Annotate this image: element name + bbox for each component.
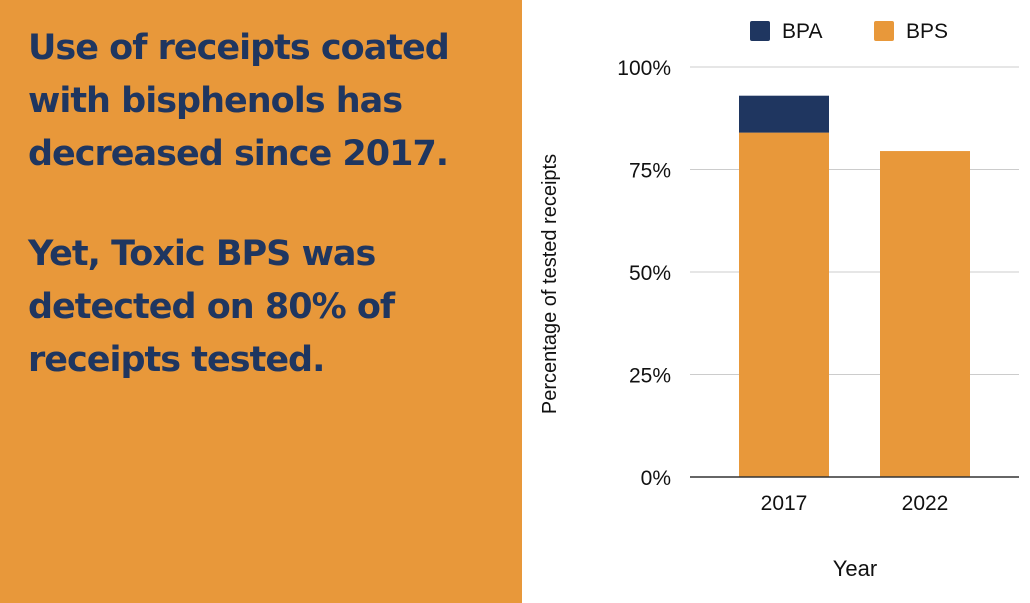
bar-bpa-2017 [739,95,829,133]
y-tick-label: 75% [629,160,671,183]
y-tick-label: 25% [629,365,671,388]
x-tick-labels: 2017 2022 [761,492,949,515]
y-tick-label: 100% [617,57,671,80]
legend-swatch-bpa [750,21,770,41]
headline-decrease-statement: Use of receipts coated with bisphenols h… [28,28,450,174]
legend-label-bps: BPS [906,20,948,43]
y-tick-label: 50% [629,262,671,285]
y-axis-label: Percentage of tested receipts [539,154,561,414]
legend-label-bpa: BPA [782,20,822,43]
headline-panel: Use of receipts coated with bisphenols h… [0,0,522,603]
stacked-bar-chart: 0% 25% 50% 75% 100% 2017 2022 BPA BPS Percenta… [539,20,1019,581]
y-tick-label: 0% [641,467,671,490]
x-tick-label: 2022 [902,492,949,515]
x-axis-label: Year [833,556,877,581]
headline-bps-statement: Yet, Toxic BPS was detected on 80% of re… [28,234,395,380]
x-tick-label: 2017 [761,492,808,515]
y-tick-labels: 0% 25% 50% 75% 100% [617,57,671,490]
bar-bps-2022 [880,151,970,478]
legend-swatch-bps [874,21,894,41]
legend: BPA BPS [750,20,948,43]
bar-bps-2017 [739,132,829,477]
bars [739,95,970,478]
